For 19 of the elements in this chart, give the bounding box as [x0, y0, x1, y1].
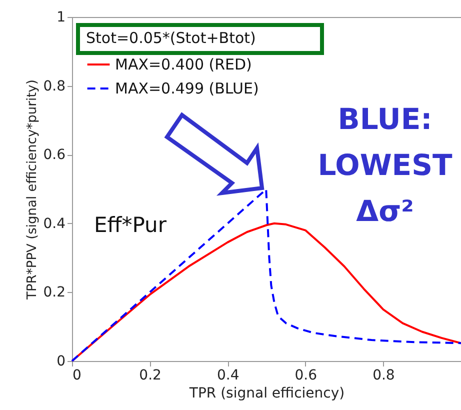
x-tick-label: 0.2	[139, 368, 162, 384]
x-tick-label: 0.8	[372, 368, 395, 384]
y-tick-label: 0	[56, 354, 66, 370]
annotation: Eff*Pur	[94, 213, 167, 237]
legend-title: Stot=0.05*(Stot+Btot)	[86, 29, 256, 47]
x-tick-label: 0.4	[216, 368, 240, 384]
y-tick-label: 1	[56, 10, 66, 26]
legend-label: MAX=0.400 (RED)	[115, 56, 252, 74]
y-tick-label: 0.4	[43, 216, 66, 232]
y-tick-label: 0.8	[43, 78, 66, 94]
annotation: BLUE: LOWEST Δσ²	[318, 102, 452, 228]
line-series	[71, 188, 461, 362]
x-tick-label: 0	[72, 368, 82, 384]
y-axis-title: TPR*PPV (signal efficiency*purity)	[25, 80, 40, 300]
x-axis-title: TPR (signal efficiency)	[188, 386, 345, 402]
x-tick-label: 0.6	[294, 368, 318, 384]
legend-label: MAX=0.499 (BLUE)	[115, 80, 259, 98]
y-tick-label: 0.2	[43, 284, 66, 301]
y-tick-label: 0.6	[43, 147, 66, 164]
